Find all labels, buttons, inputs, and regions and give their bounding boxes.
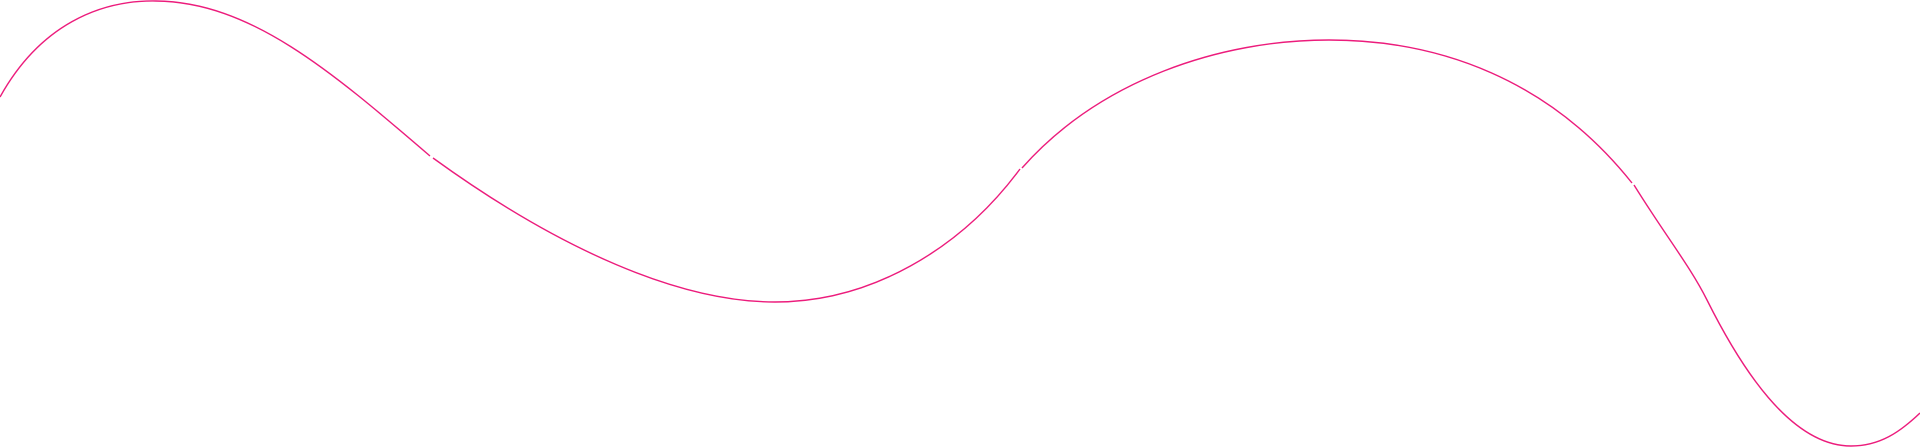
wave-segment-4	[1633, 184, 1920, 447]
wave-segment-2	[432, 157, 1021, 303]
wave-segment-3	[1021, 39, 1633, 184]
wave-segment-1	[0, 0, 431, 157]
